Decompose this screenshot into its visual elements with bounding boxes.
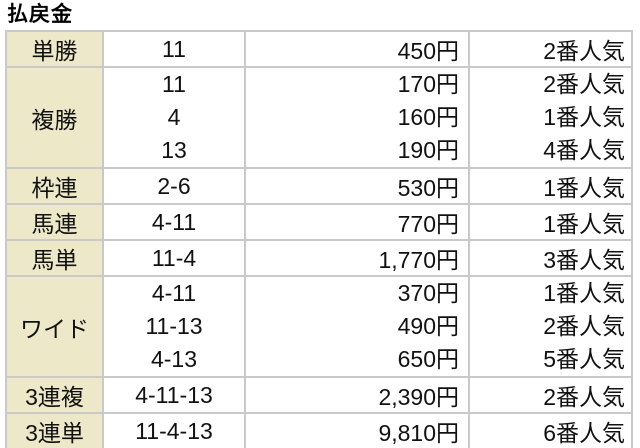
popularity-line: 1番人気	[543, 104, 625, 130]
popularity-cell: 6番人気	[468, 412, 633, 448]
payout-table-body: 単勝 11 450円 2番人気 複勝 11 4 13 170円 160円 190…	[5, 30, 633, 448]
bet-type-cell: 馬単	[5, 239, 104, 277]
popularity-line: 5番人気	[543, 346, 625, 372]
payout-line: 370円	[397, 280, 459, 306]
bet-type-cell: 枠連	[5, 167, 104, 205]
table-row-sanrentan: 3連単 11-4-13 9,810円 6番人気	[5, 412, 633, 448]
table-row-sanrenpuku: 3連複 4-11-13 2,390円 2番人気	[5, 376, 633, 414]
popularity-line: 1番人気	[543, 280, 625, 306]
combination-line: 13	[161, 137, 187, 163]
bet-type-cell: 3連複	[5, 376, 104, 414]
combination-line: 4	[167, 104, 181, 130]
payout-line: 170円	[397, 71, 459, 97]
payout-cell: 530円	[244, 167, 470, 205]
payout-line: 650円	[397, 346, 459, 372]
payout-line: 190円	[397, 137, 459, 163]
popularity-cell: 2番人気	[468, 376, 633, 414]
popularity-cell: 1番人気 2番人気 5番人気	[468, 275, 633, 378]
bet-type-cell: 馬連	[5, 203, 104, 241]
table-row-wide: ワイド 4-11 11-13 4-13 370円 490円 650円 1番人気 …	[5, 275, 633, 378]
payout-cell: 2,390円	[244, 376, 470, 414]
combination-cell: 11-4	[102, 239, 246, 277]
page-title: 払戻金	[7, 3, 73, 26]
bet-type-cell: 単勝	[5, 30, 104, 68]
payout-cell: 9,810円	[244, 412, 470, 448]
popularity-cell: 2番人気	[468, 30, 633, 68]
combination-cell: 4-11 11-13 4-13	[102, 275, 246, 378]
combination-cell: 4-11	[102, 203, 246, 241]
popularity-line: 2番人気	[543, 71, 625, 97]
table-row-fukusho: 複勝 11 4 13 170円 160円 190円 2番人気 1番人気 4番人気	[5, 66, 633, 169]
popularity-cell: 1番人気	[468, 203, 633, 241]
bet-type-cell: ワイド	[5, 275, 104, 378]
payout-cell: 770円	[244, 203, 470, 241]
combination-cell: 11 4 13	[102, 66, 246, 169]
combination-line: 11	[162, 71, 186, 97]
payout-line: 160円	[397, 104, 459, 130]
combination-cell: 4-11-13	[102, 376, 246, 414]
combination-cell: 11-4-13	[102, 412, 246, 448]
payout-table: 単勝 11 450円 2番人気 複勝 11 4 13 170円 160円 190…	[5, 30, 633, 448]
payout-cell: 370円 490円 650円	[244, 275, 470, 378]
payout-line: 490円	[397, 313, 459, 339]
table-row-tansho: 単勝 11 450円 2番人気	[5, 30, 633, 68]
popularity-cell: 2番人気 1番人気 4番人気	[468, 66, 633, 169]
combination-line: 4-11	[151, 280, 197, 306]
combination-cell: 2-6	[102, 167, 246, 205]
popularity-cell: 1番人気	[468, 167, 633, 205]
table-row-wakuren: 枠連 2-6 530円 1番人気	[5, 167, 633, 205]
payout-cell: 1,770円	[244, 239, 470, 277]
combination-line: 11-13	[145, 313, 203, 339]
bet-type-cell: 複勝	[5, 66, 104, 169]
payout-cell: 450円	[244, 30, 470, 68]
popularity-line: 2番人気	[543, 313, 625, 339]
table-row-umaren: 馬連 4-11 770円 1番人気	[5, 203, 633, 241]
popularity-line: 4番人気	[543, 137, 625, 163]
bet-type-cell: 3連単	[5, 412, 104, 448]
popularity-cell: 3番人気	[468, 239, 633, 277]
combination-cell: 11	[102, 30, 246, 68]
table-row-umatan: 馬単 11-4 1,770円 3番人気	[5, 239, 633, 277]
payout-page: 払戻金 単勝 11 450円 2番人気 複勝 11 4 13 170円 160円	[0, 3, 640, 448]
payout-cell: 170円 160円 190円	[244, 66, 470, 169]
combination-line: 4-13	[150, 346, 198, 372]
